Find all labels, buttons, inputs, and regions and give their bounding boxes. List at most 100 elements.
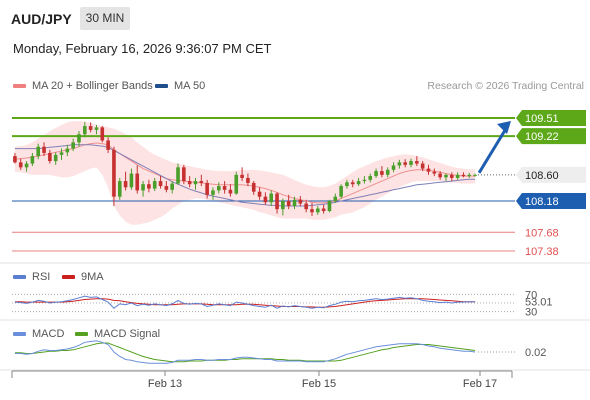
candle-body [59,152,64,155]
level-lines [12,117,515,252]
level-label-108.60: 108.60 [525,170,559,182]
candle-body [13,156,17,163]
legend-macd-signal: MACD Signal [75,328,160,340]
candle-body [327,201,332,212]
level-box-108.18 [516,193,586,210]
candle-body [170,183,174,190]
x-axis: Feb 13 Feb 15 Feb 17 [11,370,513,390]
forecast-arrow-shaft [477,126,509,174]
level-label-107.68: 107.68 [525,227,559,239]
candle-body [199,181,204,183]
candle-body [187,181,192,185]
level-label-108.18: 108.18 [525,196,559,208]
ma20-line [14,142,476,204]
candle-body [275,193,279,210]
candle-body [65,148,70,153]
candle-body [292,199,297,207]
candle-body [432,171,437,174]
candle-body [18,162,23,168]
legend-rsi-ma-label: 9MA [81,271,104,283]
candle-body [269,193,274,203]
candle-body [83,126,87,135]
candle-body [234,174,239,194]
candle-body [426,168,431,172]
candle-body [286,201,291,207]
rsi-ma-line [14,298,476,308]
candle-body [48,152,52,162]
candle-body [71,142,75,149]
candle-body [251,182,256,192]
rsi-ma-swatch [62,275,75,279]
candle-body [391,165,396,170]
candle-body [135,173,140,191]
ma50-line [14,144,476,207]
candle-body [152,181,157,189]
candle-body [100,127,105,141]
candle-body [333,196,338,202]
candle-body [246,177,250,183]
candle-body [368,176,373,180]
macd-panel: 0.02 [14,340,546,364]
forecast-arrow-head [497,121,511,134]
candle-body [176,167,180,184]
candle-body [94,127,99,130]
candle-body [298,199,303,204]
candle-body [53,154,58,162]
ma20-swatch [13,84,26,88]
macd-signal-line [14,342,476,363]
macd-swatch [13,332,26,336]
candle-body [350,182,355,185]
candle-body [420,163,425,169]
bollinger-band [14,121,476,225]
candle-body [77,134,81,143]
level-label-109.22: 109.22 [525,131,559,143]
panel-separators [0,262,590,371]
forecast-arrow [477,121,511,174]
candle-body [123,181,128,188]
candle-body [193,181,198,185]
candle-body [415,161,419,164]
candle-body [281,201,285,210]
candle-body [455,174,460,178]
pair-title: AUD/JPY [11,11,72,27]
legend-macd-signal-label: MACD Signal [94,328,161,340]
candle-body [345,182,349,187]
candle-body [444,174,448,178]
candle-body [257,191,262,197]
rsi-swatch [13,275,26,279]
legend-macd-label: MACD [32,328,65,340]
candle-body [222,186,227,190]
candle-body [211,190,215,195]
candle-body [129,173,134,188]
rsi-level-label: 70 [525,289,537,301]
candle-body [182,167,186,182]
legend-rsi: RSI [13,271,50,283]
candle-body [24,163,29,168]
legend-ma50: MA 50 [155,80,205,92]
candle-body [374,171,378,177]
candle-body [36,146,41,157]
rsi-level-label: 30 [525,307,537,319]
chart-timestamp: Monday, February 16, 2026 9:36:07 PM CET [13,41,272,56]
legend-ma50-label: MA 50 [174,80,206,92]
level-label-109.51: 109.51 [525,113,559,125]
candle-body [216,186,221,191]
candle-body [362,179,367,182]
candle-body [397,162,402,166]
legend-ma20-label: MA 20 + Bollinger Bands [32,80,153,92]
candle-body [467,174,472,177]
candle-body [42,146,46,153]
candle-body [385,169,390,175]
macd-value-label: 0.02 [525,347,546,359]
candle-body [473,174,477,176]
macd-line [14,340,476,364]
candle-body [88,126,93,130]
candle-body [356,181,361,185]
macd-signal-swatch [75,332,88,336]
timeframe-button[interactable]: 30 MIN [80,7,130,30]
candle-body [112,149,116,197]
candle-body [263,196,268,203]
candle-body [461,174,466,177]
candle-body [339,186,343,197]
